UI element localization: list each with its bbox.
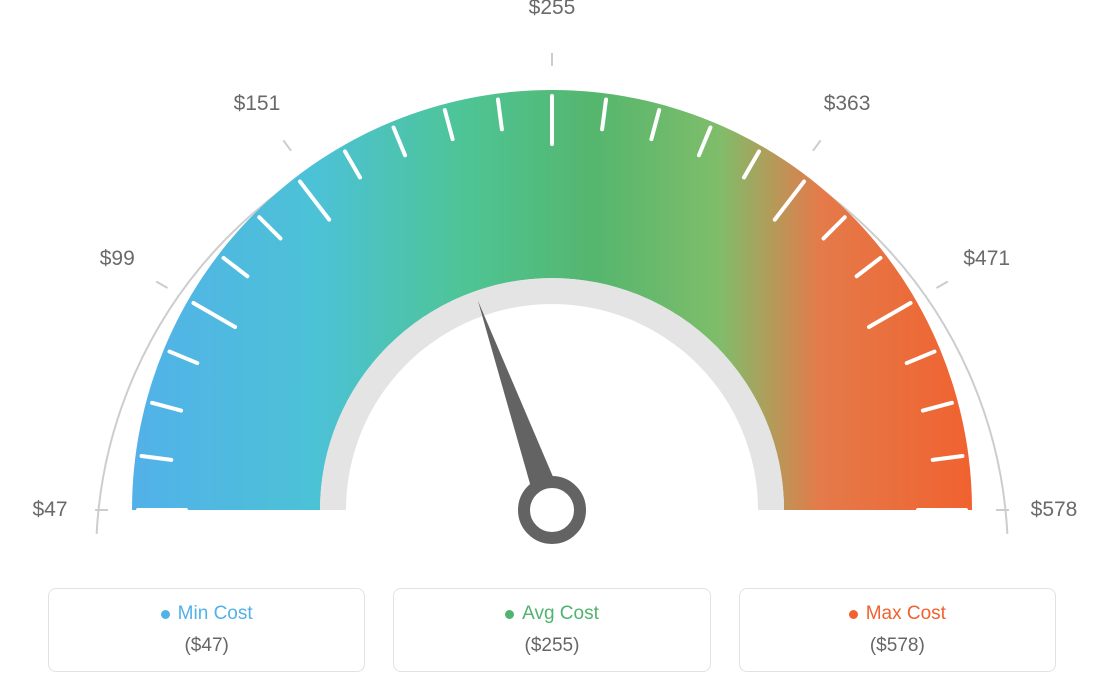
legend-card-min: Min Cost ($47) <box>48 588 365 672</box>
legend-row: Min Cost ($47) Avg Cost ($255) Max Cost … <box>48 588 1056 672</box>
legend-dot-avg <box>505 610 514 619</box>
gauge-tick-label: $99 <box>100 247 135 271</box>
gauge-tick-label: $151 <box>234 92 281 116</box>
gauge-tick-label: $363 <box>824 92 871 116</box>
legend-label-avg: Avg Cost <box>522 603 599 625</box>
legend-value-min: ($47) <box>59 635 354 657</box>
legend-card-avg: Avg Cost ($255) <box>393 588 710 672</box>
gauge-svg <box>52 10 1052 570</box>
gauge-tick-label: $47 <box>32 498 67 522</box>
legend-dot-max <box>849 610 858 619</box>
cost-gauge: $47$99$151$255$363$471$578 <box>52 10 1052 570</box>
gauge-tick-label: $471 <box>963 247 1010 271</box>
legend-value-avg: ($255) <box>404 635 699 657</box>
legend-card-max: Max Cost ($578) <box>739 588 1056 672</box>
gauge-tick-label: $255 <box>529 0 576 20</box>
legend-label-max: Max Cost <box>866 603 946 625</box>
legend-value-max: ($578) <box>750 635 1045 657</box>
legend-label-min: Min Cost <box>178 603 253 625</box>
gauge-tick-label: $578 <box>1031 498 1078 522</box>
legend-dot-min <box>161 610 170 619</box>
